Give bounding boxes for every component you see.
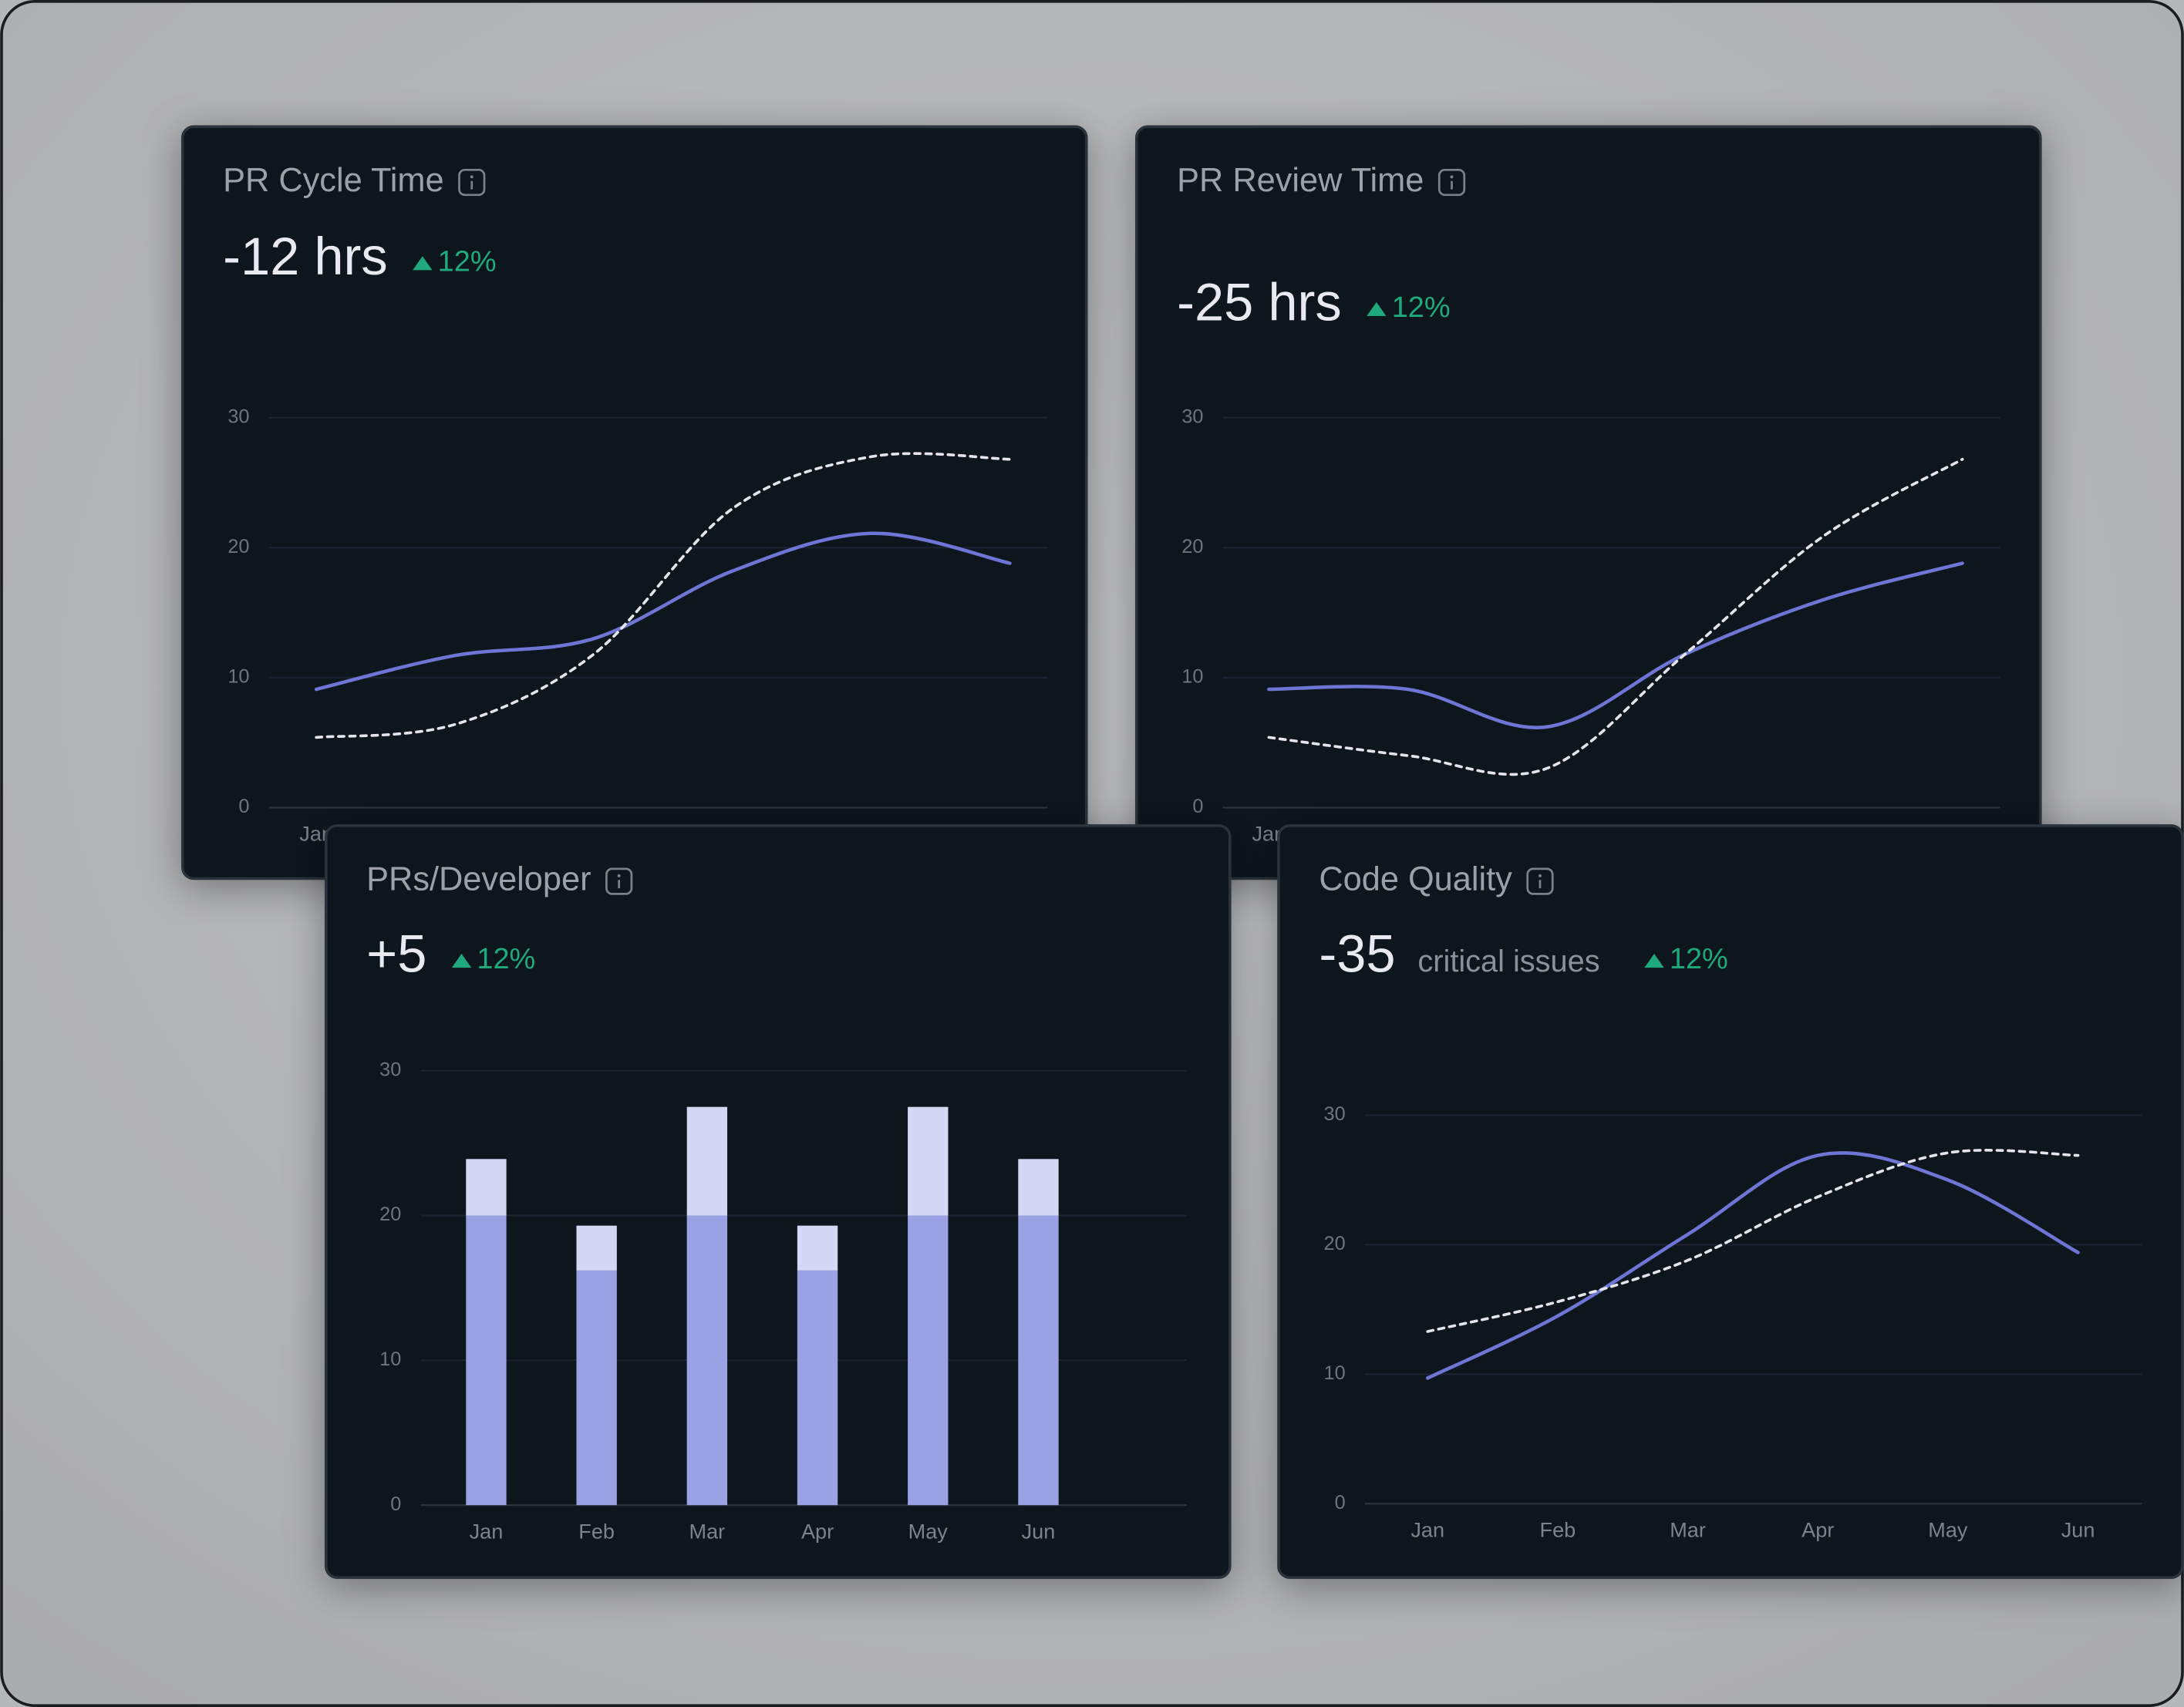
y-tick-label: 0 (1192, 796, 1203, 817)
bar-segment (797, 1225, 838, 1271)
info-dot (617, 874, 621, 877)
headline-value: -12 hrs (223, 227, 388, 286)
card: Code Quality -35 critical issues 12% 0 10 20 30… (1277, 824, 2184, 1579)
change-arrow (413, 256, 433, 271)
x-tick-label: May (908, 1519, 949, 1543)
x-tick-label: Jan (1410, 1518, 1444, 1542)
change-arrow (451, 954, 472, 968)
card: PR Review Time-25 hrs12%0102030JanFebMar… (1134, 125, 2042, 880)
x-tick-label: Apr (1801, 1518, 1834, 1542)
headline-value: -35 (1319, 924, 1395, 984)
y-tick-label: 30 (1181, 406, 1203, 427)
card-background (1134, 125, 2042, 880)
y-tick-label: 20 (1324, 1233, 1346, 1254)
headline-unit: critical issues (1417, 944, 1599, 978)
info-dot (1538, 874, 1542, 877)
card: PR Cycle Time-12 hrs12%0102030JanFebMarA… (180, 125, 1088, 880)
change-arrow (1644, 954, 1664, 968)
y-tick-label: 10 (379, 1348, 401, 1370)
bar-segment (1018, 1159, 1059, 1216)
info-box (1526, 867, 1554, 895)
info-box (1437, 168, 1466, 197)
card-background (324, 824, 1232, 1579)
y-tick-label: 10 (1324, 1362, 1346, 1384)
y-tick-label: 0 (1335, 1492, 1346, 1513)
x-tick-label: Jun (2061, 1518, 2095, 1542)
info-icon (458, 168, 486, 197)
x-tick-label: Jun (1022, 1519, 1056, 1543)
info-icon (1437, 168, 1466, 197)
info-dot (1450, 175, 1454, 179)
bar-segment (686, 1215, 728, 1506)
x-tick-label: Mar (689, 1519, 726, 1543)
y-tick-label: 0 (390, 1493, 401, 1515)
y-tick-label: 20 (1181, 536, 1203, 557)
x-tick-label: Feb (1540, 1518, 1576, 1542)
card-title: PRs/Developer (366, 861, 591, 898)
x-tick-label: Mar (1670, 1518, 1706, 1542)
bar-segment (908, 1106, 949, 1216)
card-background (1277, 824, 2184, 1579)
bar-segment (908, 1215, 949, 1506)
y-tick-label: 10 (1181, 666, 1203, 688)
y-tick-label: 10 (228, 666, 249, 688)
info-box (605, 867, 633, 895)
x-tick-label: Apr (801, 1519, 834, 1543)
change-value: 12% (438, 245, 497, 278)
series-line (1267, 457, 1964, 776)
info-icon (1526, 867, 1554, 895)
series-line (1267, 561, 1964, 729)
change-value: 12% (1670, 943, 1728, 975)
card-title: Code Quality (1319, 861, 1512, 898)
series-line (1425, 1151, 2080, 1380)
bar-segment (1018, 1215, 1059, 1506)
change-value: 12% (477, 943, 535, 975)
series-line (1426, 1149, 2080, 1333)
headline-value: -25 hrs (1177, 272, 1342, 332)
info-icon (605, 867, 633, 895)
card: PRs/Developer +5 12% 0 10 20 30 Jan Feb Mar Apr May… (324, 824, 1232, 1579)
x-tick-label: Jan (470, 1519, 504, 1543)
x-tick-label: Feb (578, 1519, 615, 1543)
card-title: PR Review Time (1177, 162, 1424, 199)
y-tick-label: 0 (238, 796, 249, 817)
series-line (314, 531, 1012, 692)
y-tick-label: 20 (228, 536, 249, 557)
bar-segment (466, 1215, 507, 1506)
bar-segment (576, 1270, 617, 1506)
bar-segment (466, 1159, 507, 1216)
x-tick-label: May (1928, 1518, 1968, 1542)
y-tick-label: 30 (228, 406, 249, 427)
y-tick-label: 20 (379, 1204, 401, 1225)
change-arrow (1367, 301, 1387, 316)
y-tick-label: 30 (379, 1059, 401, 1080)
headline-value: +5 (366, 924, 426, 984)
info-box (458, 168, 486, 197)
y-tick-label: 30 (1324, 1103, 1346, 1125)
change-value: 12% (1392, 291, 1451, 324)
bar-segment (686, 1106, 728, 1216)
card-title: PR Cycle Time (223, 162, 443, 199)
bar-segment (797, 1270, 838, 1506)
info-dot (470, 175, 474, 179)
bar-segment (576, 1225, 617, 1271)
